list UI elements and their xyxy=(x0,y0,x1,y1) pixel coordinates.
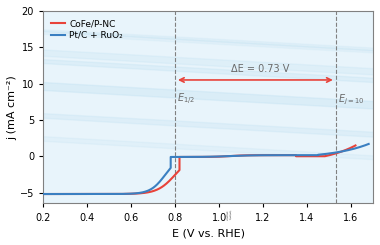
Ellipse shape xyxy=(0,18,380,62)
Text: //: // xyxy=(225,211,233,222)
Ellipse shape xyxy=(0,47,380,135)
Text: ΔE = 0.73 V: ΔE = 0.73 V xyxy=(231,64,289,74)
Y-axis label: j (mA cm⁻²): j (mA cm⁻²) xyxy=(7,75,17,140)
X-axis label: E (V vs. RHE): E (V vs. RHE) xyxy=(172,228,245,238)
CoFe/P-NC xyxy=(237,154,242,157)
Pt/C + RuO₂ xyxy=(89,193,93,196)
CoFe/P-NC xyxy=(283,154,288,157)
Ellipse shape xyxy=(0,45,380,108)
Pt/C + RuO₂ xyxy=(363,144,367,147)
Line: Pt/C + RuO₂: Pt/C + RuO₂ xyxy=(43,144,369,194)
CoFe/P-NC xyxy=(281,154,285,157)
CoFe/P-NC xyxy=(41,193,45,196)
Ellipse shape xyxy=(0,99,380,156)
CoFe/P-NC xyxy=(353,144,358,147)
CoFe/P-NC xyxy=(74,193,78,196)
Pt/C + RuO₂ xyxy=(357,146,361,149)
Text: $E_{1/2}$: $E_{1/2}$ xyxy=(177,92,195,107)
Pt/C + RuO₂ xyxy=(221,155,225,158)
Pt/C + RuO₂ xyxy=(41,193,45,196)
Pt/C + RuO₂ xyxy=(292,154,297,157)
Ellipse shape xyxy=(0,113,380,170)
Ellipse shape xyxy=(0,27,380,97)
CoFe/P-NC xyxy=(130,192,135,195)
Pt/C + RuO₂ xyxy=(73,193,78,196)
Ellipse shape xyxy=(0,25,380,69)
Line: CoFe/P-NC: CoFe/P-NC xyxy=(43,146,355,194)
Text: $E_{j=10}$: $E_{j=10}$ xyxy=(338,92,364,107)
Legend: CoFe/P-NC, Pt/C + RuO₂: CoFe/P-NC, Pt/C + RuO₂ xyxy=(48,15,127,43)
CoFe/P-NC xyxy=(149,190,154,193)
Pt/C + RuO₂ xyxy=(366,143,371,146)
